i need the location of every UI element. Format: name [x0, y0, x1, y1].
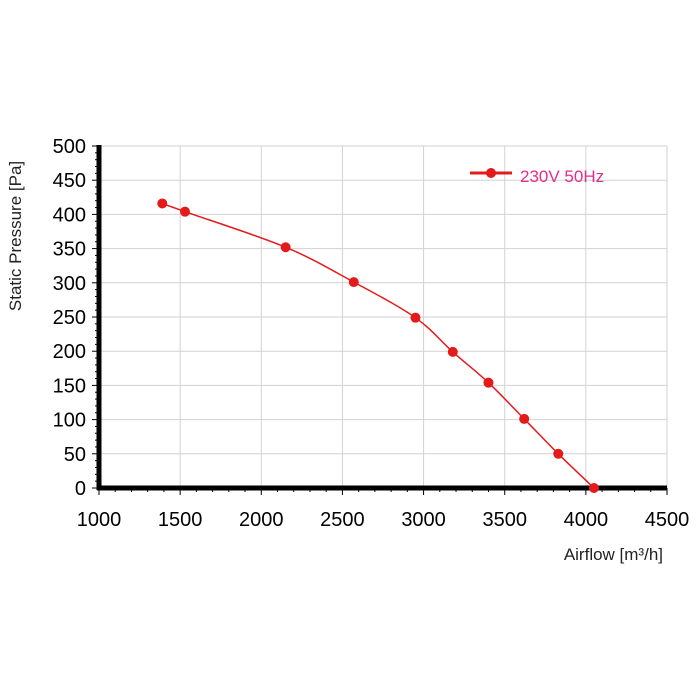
- y-tick-label: 0: [75, 478, 86, 500]
- series-layer: [157, 198, 599, 493]
- y-axis-title: Static Pressure [Pa]: [6, 161, 25, 311]
- y-tick-label: 400: [53, 204, 86, 226]
- legend: 230V 50Hz: [470, 167, 604, 186]
- data-point: [447, 346, 458, 357]
- data-point: [280, 242, 291, 253]
- y-tick-label: 250: [53, 307, 86, 329]
- axes: [96, 145, 667, 491]
- x-tick-labels: 1000 1500 2000 2500 3000 3500 4000 4500: [77, 509, 690, 531]
- x-tick-label: 3500: [482, 509, 527, 531]
- data-point: [410, 312, 421, 323]
- y-tick-label: 50: [64, 444, 86, 466]
- data-point: [553, 448, 564, 459]
- legend-marker: [486, 168, 496, 178]
- series-line: [162, 202, 595, 489]
- y-tick-label: 450: [53, 170, 86, 192]
- data-point: [157, 198, 168, 209]
- y-tick-label: 350: [53, 239, 86, 261]
- y-tick-label: 300: [53, 273, 86, 295]
- data-point: [588, 483, 599, 493]
- x-tick-label: 4500: [645, 509, 690, 531]
- data-point: [348, 277, 359, 288]
- data-point: [483, 377, 494, 388]
- x-tick-label: 3000: [401, 509, 446, 531]
- y-tick-label: 500: [53, 136, 86, 158]
- x-tick-label: 2000: [239, 509, 284, 531]
- x-tick-label: 1500: [158, 509, 203, 531]
- legend-label: 230V 50Hz: [520, 167, 604, 186]
- y-tick-label: 150: [53, 375, 86, 397]
- data-point: [519, 413, 530, 424]
- x-tick-label: 1000: [77, 509, 122, 531]
- y-tick-label: 100: [53, 410, 86, 432]
- x-tick-label: 4000: [564, 509, 609, 531]
- y-tick-label: 200: [53, 341, 86, 363]
- data-point: [180, 206, 191, 217]
- x-tick-label: 2500: [320, 509, 365, 531]
- y-tick-labels: 0 50 100 150 200 250 300 350 400 450 500: [53, 136, 86, 500]
- grid-lines: [99, 145, 668, 488]
- x-axis-title: Airflow [m³/h]: [564, 545, 663, 564]
